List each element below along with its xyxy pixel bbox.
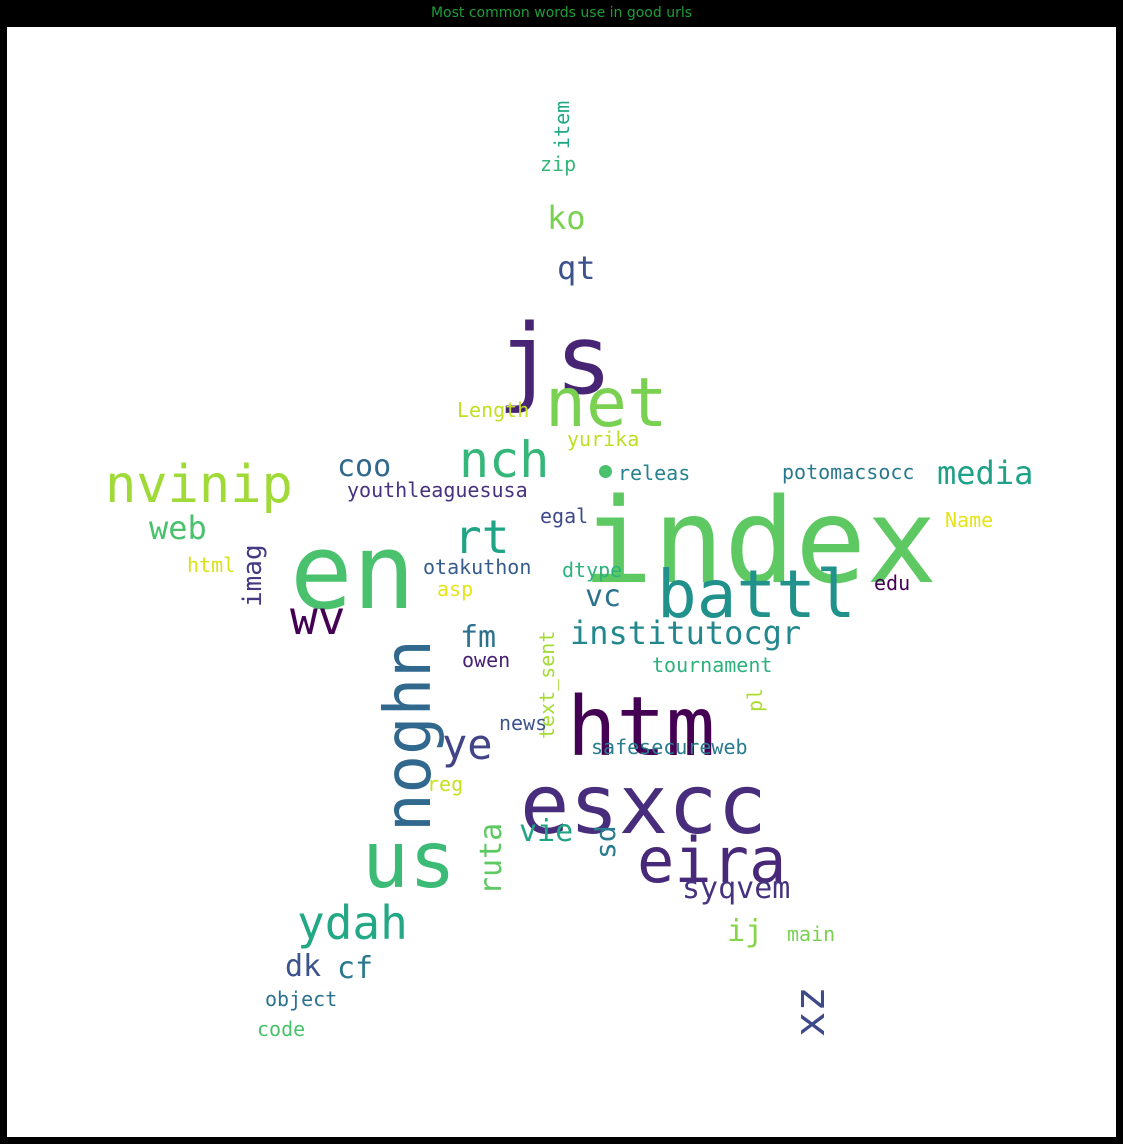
word-coo: coo xyxy=(337,449,392,484)
word-reg: reg xyxy=(427,772,464,796)
word-rt: rt xyxy=(454,510,510,564)
word-ij: ij xyxy=(727,914,764,949)
word-zip: zip xyxy=(540,152,577,176)
word-institutocgr: institutocgr xyxy=(570,614,802,652)
word-ydah: ydah xyxy=(297,896,408,950)
word-html: html xyxy=(187,553,236,577)
word-pl: pl xyxy=(743,687,767,712)
word-fm: fm xyxy=(460,620,497,655)
word-en: en xyxy=(290,511,416,633)
word-dtype: dtype xyxy=(562,558,623,582)
word-name: Name xyxy=(945,508,994,532)
word-cloud-canvas: index en js htm esxcc us net battl noghn eira nvin… xyxy=(7,27,1116,1137)
word-imag: imag xyxy=(238,544,268,607)
word-index: index xyxy=(582,472,938,610)
word-web: web xyxy=(149,509,207,547)
word-vc: vc xyxy=(585,579,622,614)
chart-title: Most common words use in good urls xyxy=(430,5,693,21)
word-item: item xyxy=(550,100,574,149)
word-youthleaguesusa: youthleaguesusa xyxy=(347,478,528,502)
word-code: code xyxy=(257,1017,306,1041)
word-egal: egal xyxy=(540,504,589,528)
word-length: Length xyxy=(457,398,530,422)
word-nvinip: nvinip xyxy=(105,455,293,515)
word-object: object xyxy=(265,987,338,1011)
dot-mark xyxy=(599,465,612,478)
word-nch: nch xyxy=(459,431,550,489)
word-xz: xz xyxy=(785,986,834,1037)
word-net: net xyxy=(545,364,668,443)
word-edu: edu xyxy=(874,571,911,595)
word-cf: cf xyxy=(337,951,374,986)
word-wv: wv xyxy=(290,591,346,645)
word-owen: owen xyxy=(462,648,511,672)
word-htm: htm xyxy=(567,680,716,775)
word-dk: dk xyxy=(285,949,322,984)
word-battl: battl xyxy=(657,556,856,633)
word-asp: asp xyxy=(437,577,474,601)
word-vie: vie xyxy=(519,814,574,849)
word-main: main xyxy=(787,922,836,946)
word-qt: qt xyxy=(557,249,596,287)
word-yurika: yurika xyxy=(567,427,640,451)
word-tournament: tournament xyxy=(652,653,773,677)
word-js: js xyxy=(497,304,613,416)
word-news: news xyxy=(499,711,548,735)
word-releas: releas xyxy=(618,461,691,485)
word-ruta: ruta xyxy=(474,822,509,895)
word-us: us xyxy=(362,816,456,906)
word-potomacsocc: potomacsocc xyxy=(782,460,915,484)
word-media: media xyxy=(937,454,1034,492)
word-otakuthon: otakuthon xyxy=(423,555,532,579)
word-noghn: noghn xyxy=(372,639,446,832)
word-ko: ko xyxy=(547,199,586,237)
word-safesecureweb: safesecureweb xyxy=(591,735,748,759)
word-sd: sd xyxy=(589,825,622,859)
word-eira: eira xyxy=(637,824,787,897)
word-ye: ye xyxy=(442,720,493,769)
word-esxcc: esxcc xyxy=(520,758,767,853)
word-syqvem: syqvem xyxy=(682,871,791,906)
